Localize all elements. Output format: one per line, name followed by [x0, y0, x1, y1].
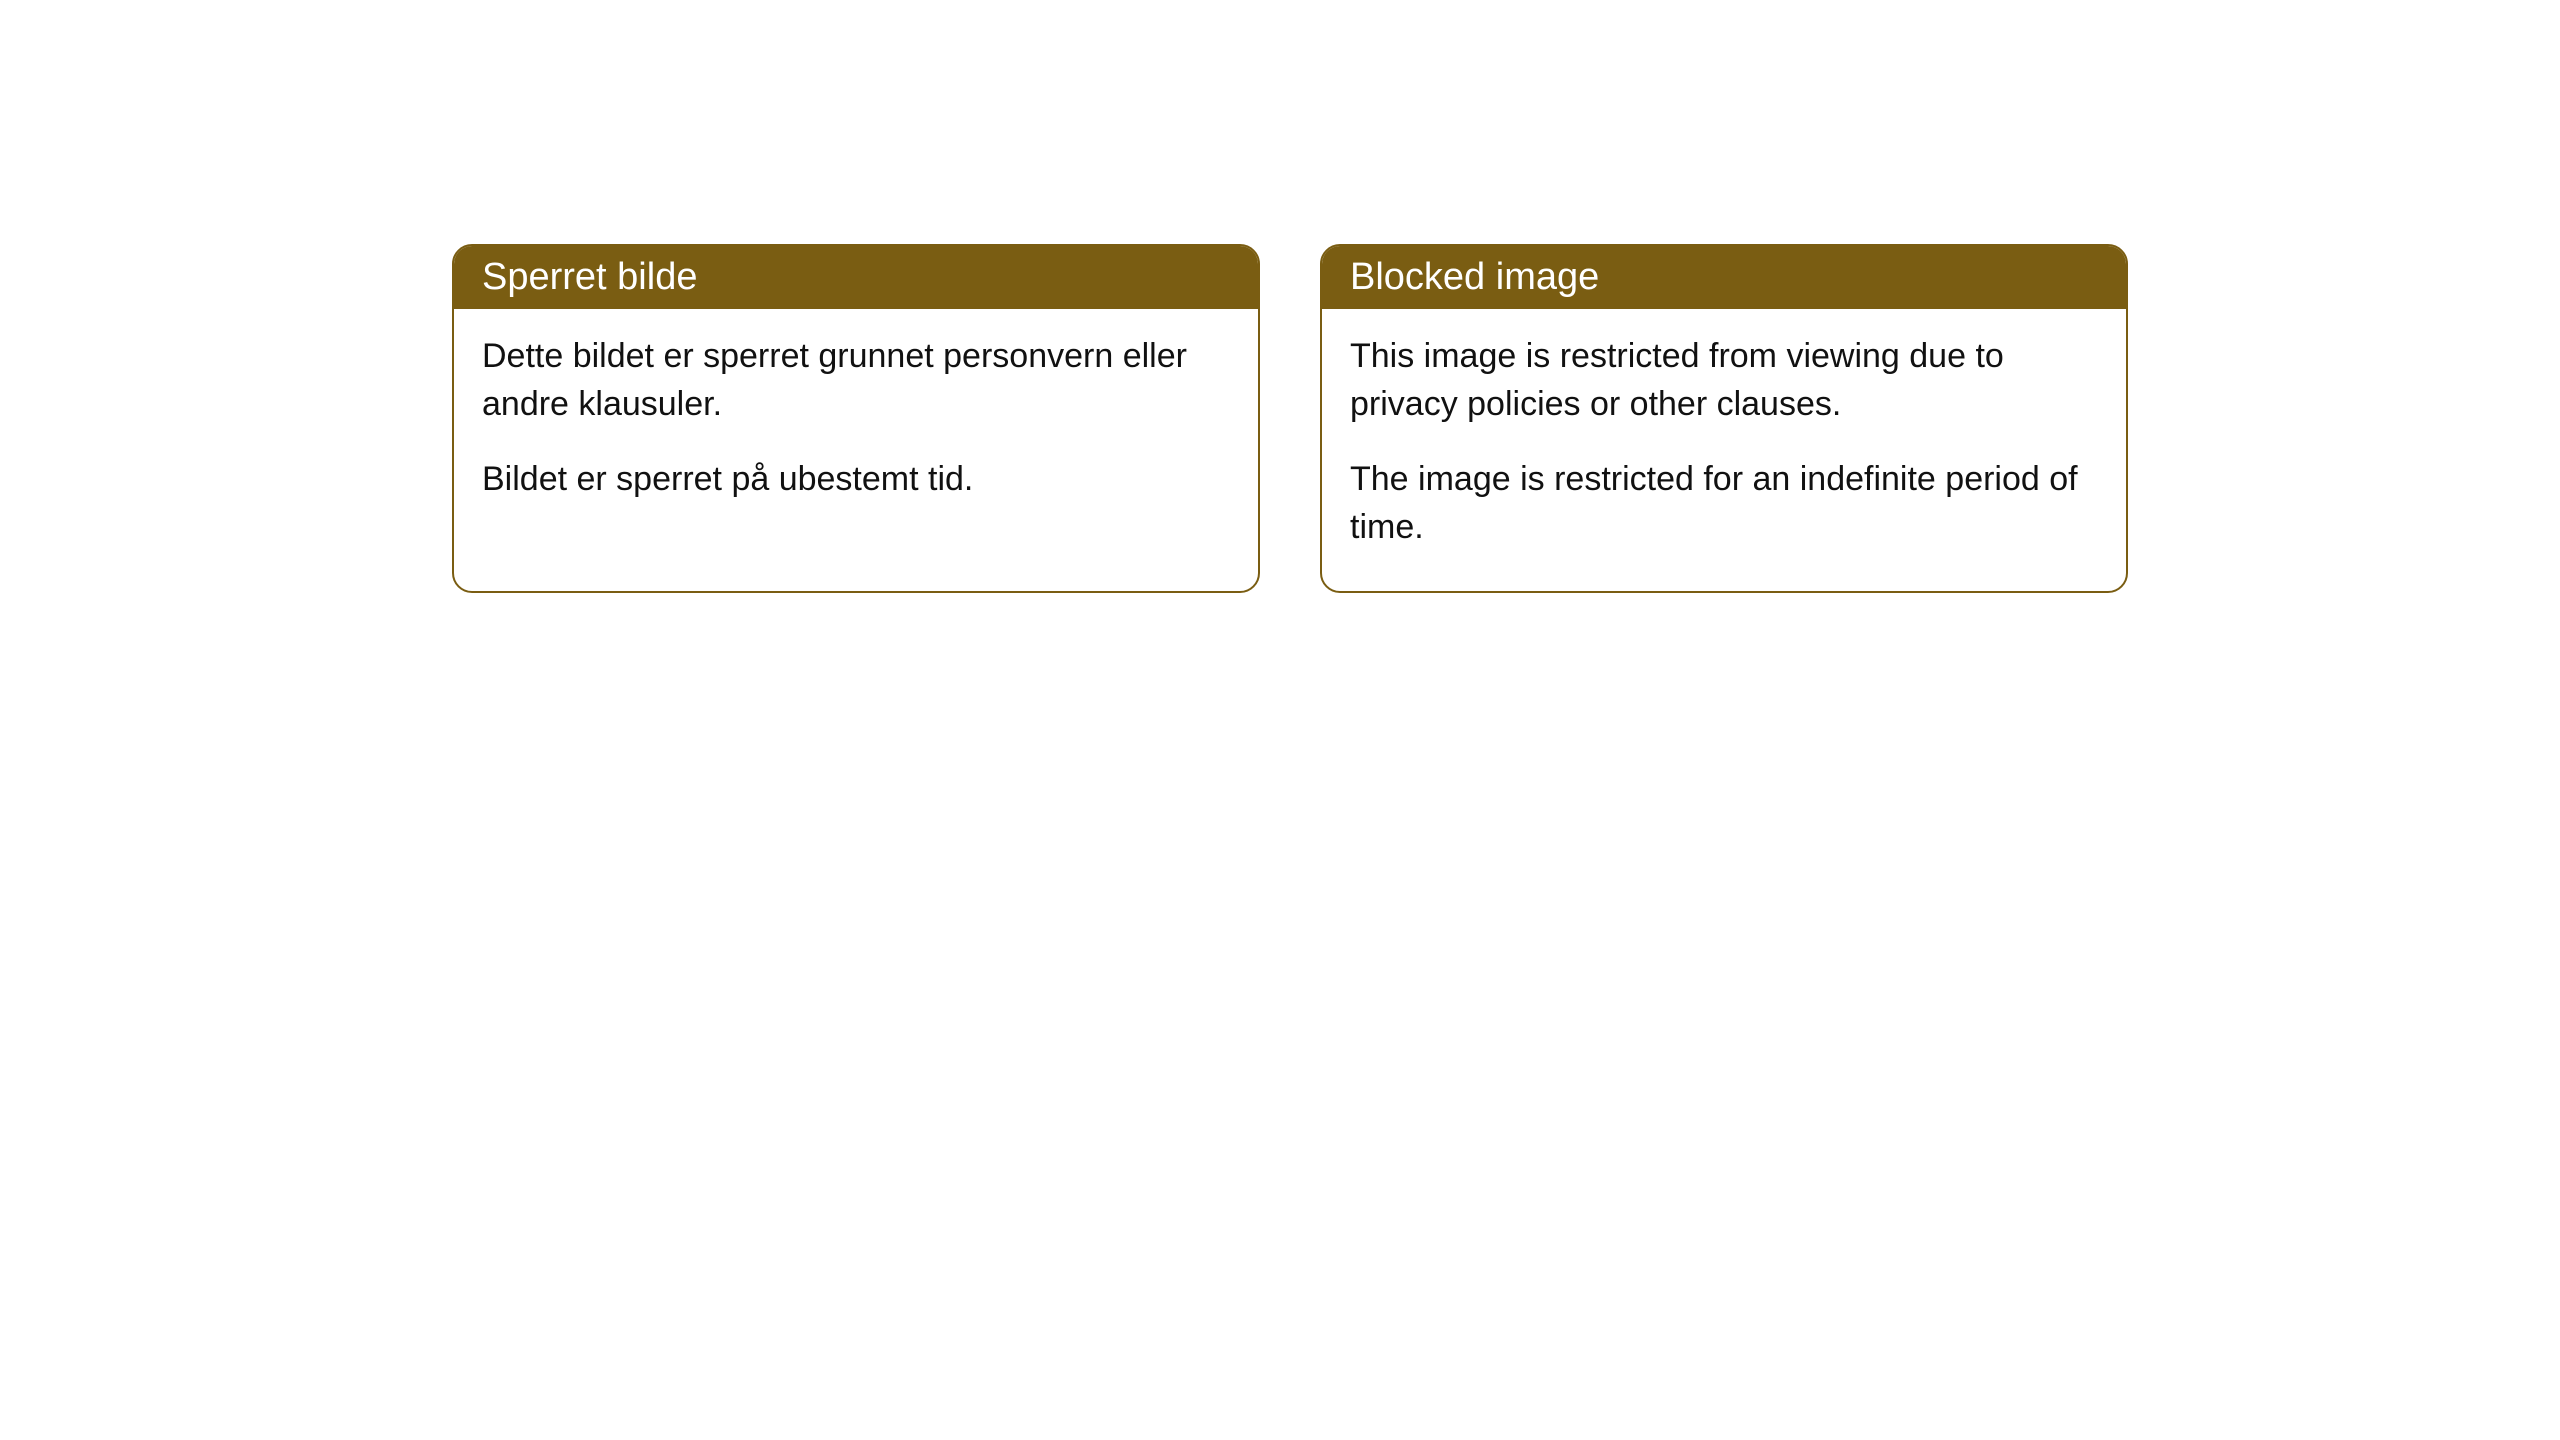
card-body-norwegian: Dette bildet er sperret grunnet personve…	[454, 309, 1258, 544]
card-header-english: Blocked image	[1322, 246, 2126, 309]
notice-container: Sperret bilde Dette bildet er sperret gr…	[452, 244, 2128, 593]
card-body-english: This image is restricted from viewing du…	[1322, 309, 2126, 591]
card-header-norwegian: Sperret bilde	[454, 246, 1258, 309]
card-paragraph-1-english: This image is restricted from viewing du…	[1350, 333, 2098, 428]
card-paragraph-1-norwegian: Dette bildet er sperret grunnet personve…	[482, 333, 1230, 428]
blocked-image-card-english: Blocked image This image is restricted f…	[1320, 244, 2128, 593]
card-paragraph-2-norwegian: Bildet er sperret på ubestemt tid.	[482, 456, 1230, 504]
blocked-image-card-norwegian: Sperret bilde Dette bildet er sperret gr…	[452, 244, 1260, 593]
card-paragraph-2-english: The image is restricted for an indefinit…	[1350, 456, 2098, 551]
